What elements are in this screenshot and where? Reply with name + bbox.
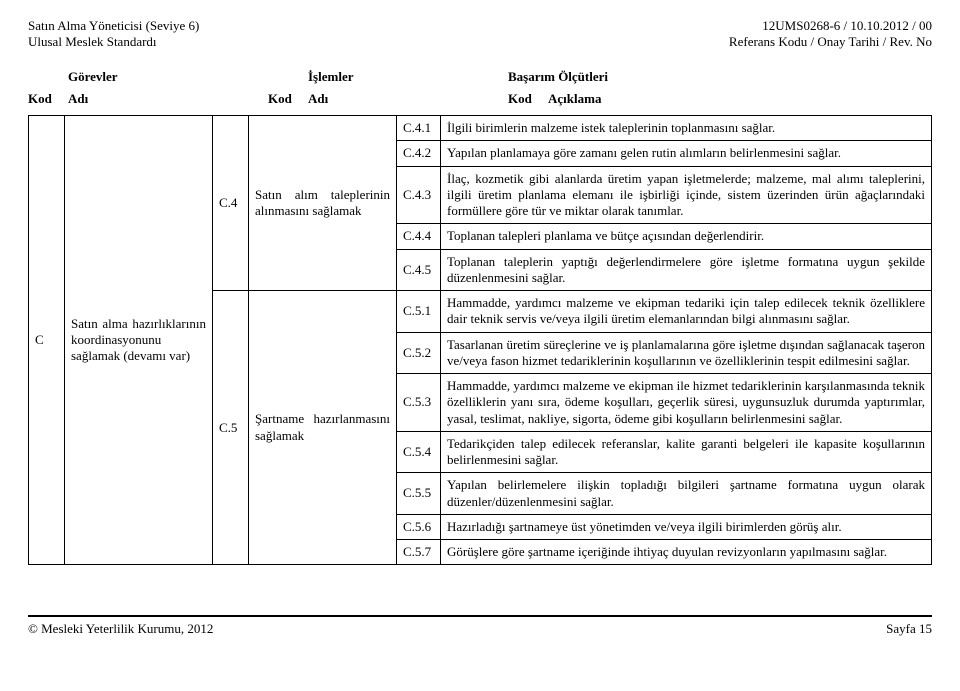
criteria-kod: C.5.3 <box>397 374 441 432</box>
criteria-text: Toplanan talepleri planlama ve bütçe açı… <box>441 224 932 249</box>
criteria-kod: C.4.1 <box>397 116 441 141</box>
page-footer: © Mesleki Yeterlilik Kurumu, 2012 Sayfa … <box>28 621 932 651</box>
criteria-text: İlaç, kozmetik gibi alanlarda üretim yap… <box>441 166 932 224</box>
op-kod-cell: C.5 <box>213 291 249 565</box>
criteria-kod: C.4.3 <box>397 166 441 224</box>
header-title-left-1: Satın Alma Yöneticisi (Seviye 6) <box>28 18 199 34</box>
criteria-text: Yapılan planlamaya göre zamanı gelen rut… <box>441 141 932 166</box>
header-title-left-2: Ulusal Meslek Standardı <box>28 34 199 50</box>
criteria-kod: C.5.4 <box>397 431 441 473</box>
criteria-kod: C.5.6 <box>397 514 441 539</box>
criteria-kod: C.5.2 <box>397 332 441 374</box>
footer-divider <box>28 615 932 617</box>
criteria-table: C Satın alma hazırlıklarının koordinasyo… <box>28 115 932 565</box>
heading-kod-3: Kod <box>508 91 548 107</box>
column-headings-row: Kod Adı Kod Adı Kod Açıklama <box>28 91 932 107</box>
task-adi-cell: Satın alma hazırlıklarının koordinasyonu… <box>65 116 213 565</box>
heading-adi-2: Adı <box>308 91 508 107</box>
criteria-text: Görüşlere göre şartname içeriğinde ihtiy… <box>441 540 932 565</box>
header-title-right-1: 12UMS0268-6 / 10.10.2012 / 00 <box>729 18 932 34</box>
criteria-kod: C.4.4 <box>397 224 441 249</box>
criteria-kod: C.5.5 <box>397 473 441 515</box>
criteria-text: Hammadde, yardımcı malzeme ve ekipman te… <box>441 291 932 333</box>
criteria-kod: C.5.7 <box>397 540 441 565</box>
criteria-kod: C.4.2 <box>397 141 441 166</box>
task-kod-cell: C <box>29 116 65 565</box>
criteria-text: Yapılan belirlemelere ilişkin topladığı … <box>441 473 932 515</box>
criteria-text: İlgili birimlerin malzeme istek talepler… <box>441 116 932 141</box>
heading-adi-1: Adı <box>68 91 268 107</box>
op-adi-cell: Şartname hazırlanmasını sağlamak <box>249 291 397 565</box>
section-headings-row: Görevler İşlemler Başarım Ölçütleri <box>28 69 932 85</box>
criteria-text: Toplanan taleplerin yaptığı değerlendirm… <box>441 249 932 291</box>
heading-islemler: İşlemler <box>308 69 508 85</box>
footer-copyright: © Mesleki Yeterlilik Kurumu, 2012 <box>28 621 213 637</box>
heading-kod-1: Kod <box>28 91 68 107</box>
criteria-text: Tedarikçiden talep edilecek referanslar,… <box>441 431 932 473</box>
criteria-text: Tasarlanan üretim süreçlerine ve iş plan… <box>441 332 932 374</box>
heading-basarim: Başarım Ölçütleri <box>508 69 932 85</box>
page: Satın Alma Yöneticisi (Seviye 6) Ulusal … <box>0 0 960 691</box>
criteria-kod: C.4.5 <box>397 249 441 291</box>
criteria-kod: C.5.1 <box>397 291 441 333</box>
heading-gorevler: Görevler <box>68 69 268 85</box>
heading-kod-2: Kod <box>268 91 308 107</box>
heading-aciklama: Açıklama <box>548 91 932 107</box>
criteria-text: Hammadde, yardımcı malzeme ve ekipman il… <box>441 374 932 432</box>
page-header: Satın Alma Yöneticisi (Seviye 6) Ulusal … <box>28 18 932 51</box>
op-adi-cell: Satın alım taleplerinin alınmasını sağla… <box>249 116 397 291</box>
header-title-right-2: Referans Kodu / Onay Tarihi / Rev. No <box>729 34 932 50</box>
footer-page-number: Sayfa 15 <box>886 621 932 637</box>
criteria-text: Hazırladığı şartnameye üst yönetimden ve… <box>441 514 932 539</box>
op-kod-cell: C.4 <box>213 116 249 291</box>
table-row: C Satın alma hazırlıklarının koordinasyo… <box>29 116 932 141</box>
